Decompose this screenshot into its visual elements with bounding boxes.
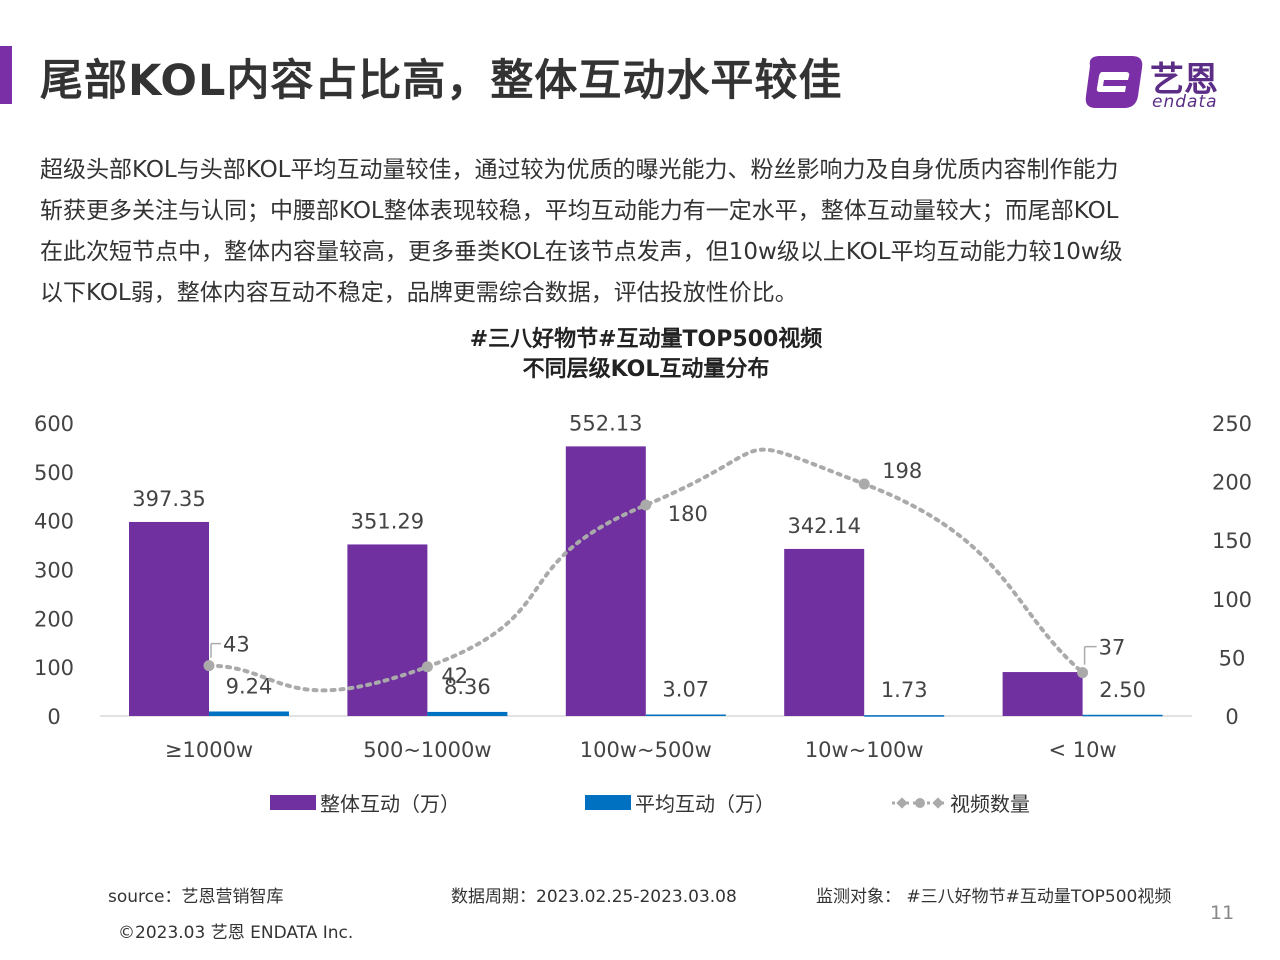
intro-line: 在此次短节点中，整体内容量较高，更多垂类KOL在该节点发声，但10w级以上KOL… (40, 239, 1123, 265)
y-right-tick-label: 250 (1212, 412, 1252, 436)
data-label-total: 397.35 (132, 487, 205, 511)
point-video-count (858, 478, 870, 490)
point-video-count (203, 660, 215, 672)
legend-label-total: 整体互动（万） (320, 792, 460, 816)
page-number: 11 (1210, 902, 1235, 924)
bar-average-interaction (864, 715, 945, 717)
data-label-average: 2.50 (1099, 678, 1146, 702)
bar-total-interaction (1002, 672, 1083, 716)
page-title: 尾部KOL内容占比高，整体互动水平较佳 (40, 56, 843, 106)
chart-subtitle: 不同层级KOL互动量分布 (522, 357, 770, 382)
point-video-count (640, 499, 652, 511)
legend-swatch-total (270, 795, 316, 810)
y-left-tick-label: 300 (34, 559, 74, 583)
bar-total-interaction (565, 446, 646, 716)
point-video-count (1077, 667, 1089, 679)
footer-period: 数据周期：2023.02.25-2023.03.08 (451, 887, 737, 907)
chart-legend: 整体互动（万） 平均互动（万） 视频数量 (0, 788, 1280, 818)
footer-copyright: ©2023.03 艺恩 ENDATA Inc. (118, 923, 354, 943)
bar-total-interaction (784, 548, 865, 716)
bar-average-interaction (209, 711, 289, 716)
data-label-average: 1.73 (881, 678, 928, 702)
data-label-total: 552.13 (569, 411, 642, 435)
x-tick-label: 500~1000w (363, 738, 491, 762)
bar-total-interaction (129, 521, 209, 716)
y-left-tick-label: 0 (47, 705, 60, 729)
y-right-tick-label: 100 (1212, 588, 1252, 612)
data-label-video-count: 180 (668, 502, 708, 526)
legend-item-average: 平均互动（万） (585, 788, 775, 817)
data-label-video-count: 43 (223, 633, 250, 657)
endata-logo: 艺恩 endata (1082, 52, 1242, 114)
intro-line: 超级头部KOL与头部KOL平均互动量较佳，通过较为优质的曝光能力、粉丝影响力及自… (40, 157, 1119, 183)
point-video-count (421, 661, 433, 673)
logo-text-en: endata (1152, 92, 1218, 112)
logo-text-cn: 艺恩 (1150, 60, 1218, 100)
footer-source: source：艺恩营销智库 (108, 887, 284, 907)
title-accent-bar (0, 46, 12, 104)
intro-line: 斩获更多关注与认同；中腰部KOL整体表现较稳，平均互动能力有一定水平，整体互动量… (40, 198, 1119, 224)
legend-line-marker (892, 796, 946, 809)
legend-label-video-count: 视频数量 (950, 792, 1030, 816)
legend-item-video-count: 视频数量 (890, 788, 1030, 817)
data-label-total: 351.29 (351, 509, 424, 533)
data-label-video-count: 198 (882, 459, 922, 483)
data-label-video-count: 37 (1099, 636, 1126, 660)
bar-average-interaction (1082, 714, 1163, 717)
y-right-tick-label: 50 (1219, 646, 1246, 670)
legend-item-total: 整体互动（万） (270, 788, 460, 817)
data-label-average: 3.07 (662, 678, 709, 702)
bar-average-interaction (645, 714, 726, 717)
endata-logo-icon (1085, 56, 1143, 108)
x-tick-label: ≥1000w (165, 738, 253, 762)
intro-paragraph: 超级头部KOL与头部KOL平均互动量较佳，通过较为优质的曝光能力、粉丝影响力及自… (40, 150, 1240, 314)
data-label-video-count: 42 (441, 664, 468, 688)
bar-total-interaction (347, 544, 428, 716)
legend-swatch-average (585, 795, 631, 810)
chart-title-block: #三八好物节#互动量TOP500视频 不同层级KOL互动量分布 (0, 325, 1280, 385)
bar-average-interaction (427, 711, 508, 716)
footer-target: 监测对象： #三八好物节#互动量TOP500视频 (816, 887, 1172, 907)
y-right-tick-label: 0 (1225, 705, 1238, 729)
y-left-tick-label: 500 (34, 461, 74, 485)
y-right-tick-label: 150 (1212, 529, 1252, 553)
data-label-average: 8.36 (444, 675, 491, 699)
y-left-tick-label: 100 (34, 656, 74, 680)
intro-line: 以下KOL弱，整体内容互动不稳定，品牌更需综合数据，评估投放性价比。 (40, 280, 798, 306)
chart-title: #三八好物节#互动量TOP500视频 (469, 327, 823, 352)
x-tick-label: 10w~100w (805, 738, 924, 762)
legend-label-average: 平均互动（万） (635, 792, 775, 816)
y-left-tick-label: 400 (34, 510, 74, 534)
combo-chart: 0 100 200 300 400 500 600 0 50 100 150 200 250 397.35… (34, 411, 1252, 762)
x-tick-label: 100w~500w (580, 738, 712, 762)
y-right-tick-label: 200 (1212, 471, 1252, 495)
x-tick-label: < 10w (1049, 738, 1117, 762)
data-label-total: 342.14 (787, 514, 860, 538)
y-left-tick-label: 200 (34, 607, 74, 631)
y-left-tick-label: 600 (34, 412, 74, 436)
